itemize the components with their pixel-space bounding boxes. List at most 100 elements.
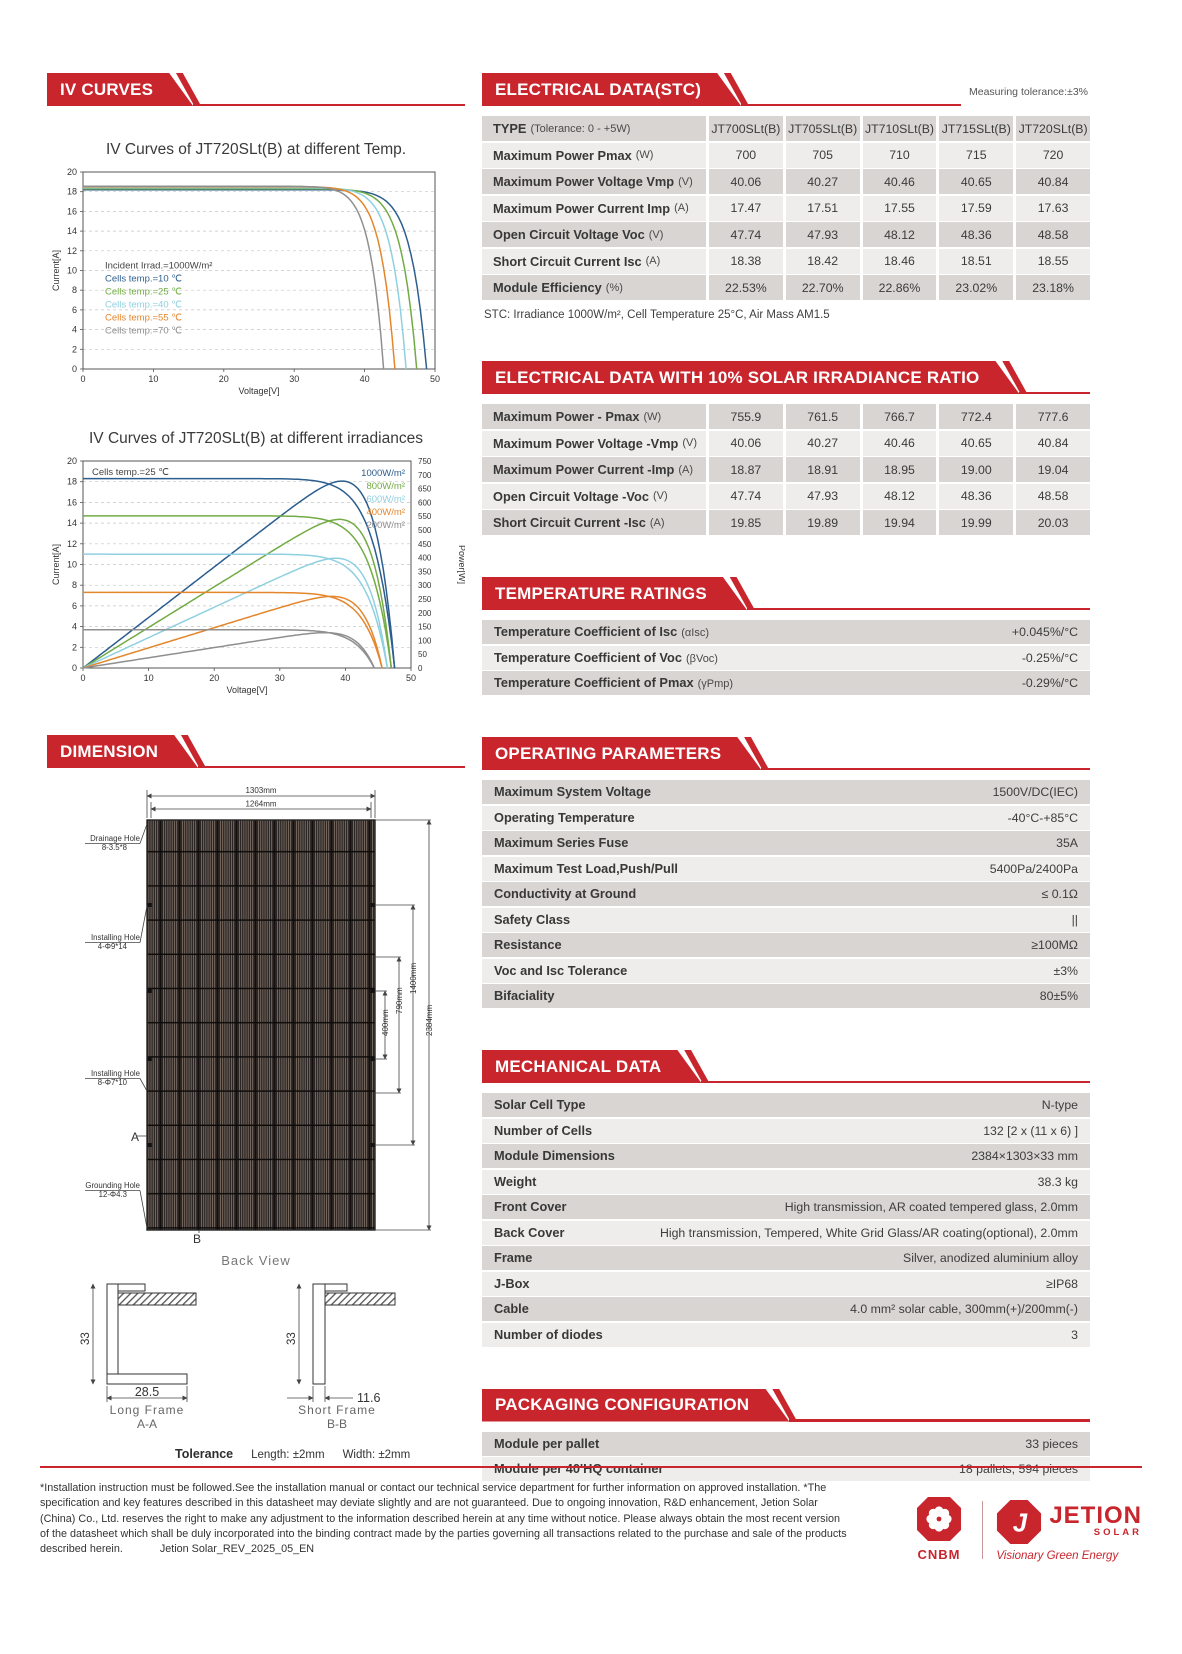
- frame-sections: 33 28.5 Long Frame A-A 33: [47, 1270, 465, 1435]
- svg-text:8: 8: [72, 580, 77, 590]
- jetion-tagline: Visionary Green Energy: [996, 1549, 1119, 1562]
- drainage-hole-spec: 8-3.5*8: [102, 843, 127, 852]
- dim-1400mm: 1400mm: [409, 963, 418, 994]
- table-row: Safety Class ||: [482, 907, 1090, 932]
- row-unit: (αIsc): [681, 627, 709, 639]
- electrical-stc-banner: ELECTRICAL DATA(STC): [482, 73, 741, 106]
- packaging-table: Module per pallet 33 pieces Module per 40'…: [482, 1431, 1090, 1481]
- value-cell: 19.89: [785, 510, 860, 535]
- value-cell: 18.51: [939, 248, 1014, 274]
- row-label: Front Cover: [494, 1199, 567, 1214]
- svg-text:12: 12: [67, 246, 77, 256]
- row-label: Voc and Isc Tolerance: [494, 962, 628, 978]
- svg-text:40: 40: [360, 374, 370, 384]
- table-row: Maximum Power Current -Imp (A) 18.87 18.91 1…: [482, 457, 1090, 482]
- value-cell: 48.58: [1016, 222, 1090, 247]
- row-value: 3: [1071, 1327, 1078, 1342]
- table-row: Front Cover High transmission, AR coated …: [482, 1195, 1090, 1219]
- row-label: Safety Class: [494, 911, 571, 927]
- value-cell: 40.27: [785, 430, 860, 456]
- row-label: Maximum Power Voltage Vmp: [493, 174, 675, 189]
- section-mark-a: A: [131, 1130, 139, 1144]
- row-label-cell: Module per 40'HQ container: [494, 1460, 663, 1478]
- mechanical-table: Solar Cell Type N-type Number of Cells 132 …: [482, 1093, 1090, 1347]
- iv-curve: [83, 188, 428, 370]
- svg-text:Power[W]: Power[W]: [457, 545, 465, 584]
- table-row: Conductivity at Ground ≤ 0.1Ω: [482, 882, 1090, 906]
- row-value: ≥IP68: [1045, 1276, 1078, 1291]
- header-rule: [1019, 391, 1090, 394]
- svg-text:0: 0: [72, 364, 77, 374]
- tolerance-label: Tolerance: [175, 1447, 234, 1461]
- table-row: Temperature Coefficient of Voc (βVoc) -0.2…: [482, 645, 1090, 670]
- svg-text:10: 10: [67, 266, 77, 276]
- type-label: TYPE: [493, 121, 527, 136]
- disclaimer-body: *Installation instruction must be follow…: [40, 1482, 847, 1556]
- row-label: Temperature Coefficient of Voc: [494, 649, 682, 665]
- svg-text:2: 2: [72, 344, 77, 354]
- temp-chart: 0 2 4 6 8 10 12 14 16 18 20 0 10 20 30 40 50 Voltage[V] Cu…: [47, 163, 465, 402]
- value-cell: 19.04: [1016, 457, 1090, 482]
- short-frame-profile: [312, 1283, 396, 1385]
- table-row: Resistance ≥100MΩ: [482, 933, 1090, 957]
- electrical-stc-header: ELECTRICAL DATA(STC) Measuring tolerance…: [482, 73, 1090, 106]
- table-row: Number of diodes 3: [482, 1322, 1090, 1347]
- row-label: Maximum Power Pmax: [493, 147, 632, 163]
- value-cell: 17.55: [862, 195, 937, 221]
- value-cell: 18.46: [862, 248, 937, 274]
- svg-text:Cells temp.=25 ℃: Cells temp.=25 ℃: [92, 467, 169, 478]
- table-row: Maximum Power Voltage -Vmp (V) 40.06 40.27 4…: [482, 430, 1090, 456]
- row-unit: (A): [645, 255, 661, 267]
- short-frame-height: 33: [286, 1332, 298, 1345]
- header-rule: [193, 103, 465, 106]
- svg-text:200W/m²: 200W/m²: [366, 520, 405, 531]
- svg-text:250: 250: [418, 595, 432, 604]
- value-cell: 22.70%: [785, 275, 860, 300]
- row-label-cell: Voc and Isc Tolerance: [494, 962, 627, 980]
- iv-curve: [83, 515, 393, 669]
- dimension-drawing-wrap: 1303mm 1264mm 400mm 790mm 1400mm 2384mm: [47, 784, 465, 1268]
- svg-text:18: 18: [67, 187, 77, 197]
- row-value: ≥100MΩ: [1031, 938, 1078, 952]
- svg-text:50: 50: [430, 374, 440, 384]
- row-label-cell: Maximum Test Load,Push/Pull: [494, 860, 678, 878]
- panel-back-view-drawing: 1303mm 1264mm 400mm 790mm 1400mm 2384mm: [85, 786, 434, 1246]
- svg-text:750: 750: [418, 457, 432, 466]
- table-row: Maximum System Voltage 1500V/DC(IEC): [482, 780, 1090, 804]
- row-label-cell: Temperature Coefficient of Voc (βVoc): [494, 649, 718, 667]
- value-cell: 761.5: [785, 404, 860, 429]
- row-label: Open Circuit Voltage -Voc: [493, 488, 649, 504]
- row-label-cell: J-Box: [494, 1275, 530, 1293]
- svg-text:12: 12: [67, 539, 77, 549]
- svg-text:10: 10: [67, 560, 77, 570]
- value-cell: 40.84: [1016, 430, 1090, 456]
- value-cell: 705: [785, 142, 860, 168]
- row-unit: (V): [652, 490, 668, 502]
- value-cell: 20.03: [1016, 510, 1090, 535]
- left-column: IV CURVES IV Curves of JT720SLt(B) at di…: [47, 73, 467, 1483]
- svg-text:500: 500: [418, 526, 432, 535]
- svg-text:0: 0: [80, 374, 85, 384]
- row-label-cell: Short Circuit Current Isc (A): [482, 248, 706, 274]
- svg-text:100: 100: [418, 636, 432, 645]
- row-label-cell: Maximum Power Pmax (W): [482, 142, 706, 168]
- cnbm-flower-icon: [926, 1506, 952, 1532]
- row-label: Conductivity at Ground: [494, 886, 637, 901]
- row-label-cell: Temperature Coefficient of Pmax (γPmp): [494, 674, 733, 692]
- row-label: Resistance: [494, 937, 562, 952]
- row-label: Module Dimensions: [494, 1148, 615, 1163]
- measuring-tolerance: Measuring tolerance:±3%: [969, 86, 1088, 98]
- svg-text:20: 20: [67, 456, 77, 466]
- value-cell: 40.65: [939, 430, 1014, 456]
- type-header-cell: TYPE (Tolerance: 0 - +5W): [482, 116, 706, 141]
- iv-curve: [83, 477, 396, 669]
- value-cell: 40.84: [1016, 169, 1090, 194]
- short-frame-width: 11.6: [357, 1391, 380, 1405]
- row-label: Number of diodes: [494, 1326, 603, 1342]
- svg-text:0: 0: [72, 663, 77, 673]
- value-cell: 19.94: [862, 510, 937, 535]
- iv-curves-banner: IV CURVES: [47, 73, 193, 106]
- jetion-brand-sub: SOLAR: [1093, 1526, 1142, 1538]
- row-label-cell: Safety Class: [494, 911, 570, 929]
- svg-text:300: 300: [418, 581, 432, 590]
